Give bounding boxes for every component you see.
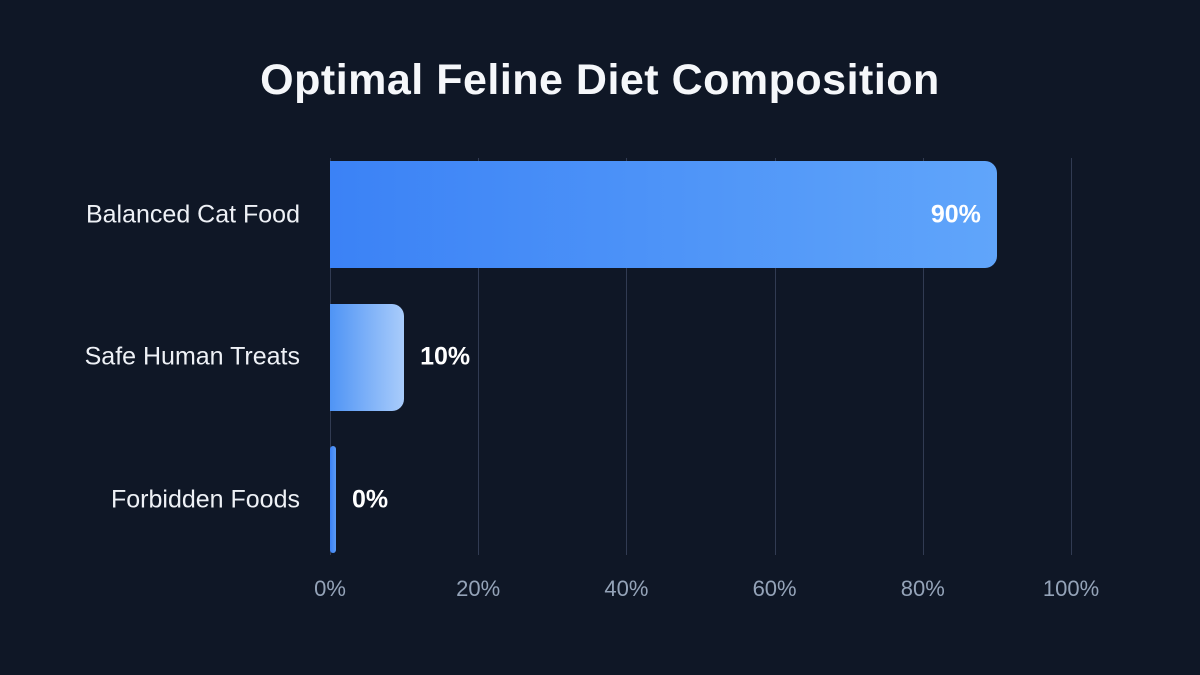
bar <box>330 303 405 411</box>
bar <box>330 161 997 268</box>
bar <box>330 446 336 553</box>
x-tick-label: 40% <box>604 576 649 601</box>
chart-title: Optimal Feline Diet Composition <box>260 56 940 104</box>
category-label: Safe Human Treats <box>84 342 300 371</box>
x-tick-label: 0% <box>314 576 346 601</box>
grid-line <box>478 158 480 555</box>
x-tick-label: 80% <box>900 576 945 601</box>
x-tick-label: 100% <box>1042 576 1100 601</box>
grid-line <box>774 158 776 555</box>
category-label: Forbidden Foods <box>110 485 300 513</box>
value-label: 0% <box>352 485 389 513</box>
grid-line <box>922 158 924 555</box>
value-label: 90% <box>930 200 981 228</box>
grid-line <box>626 158 628 555</box>
category-label: Balanced Cat Food <box>85 200 300 228</box>
grid-line <box>1071 158 1072 555</box>
x-tick-label: 20% <box>456 576 501 601</box>
value-label: 10% <box>420 342 471 371</box>
x-tick-label: 60% <box>752 576 797 601</box>
